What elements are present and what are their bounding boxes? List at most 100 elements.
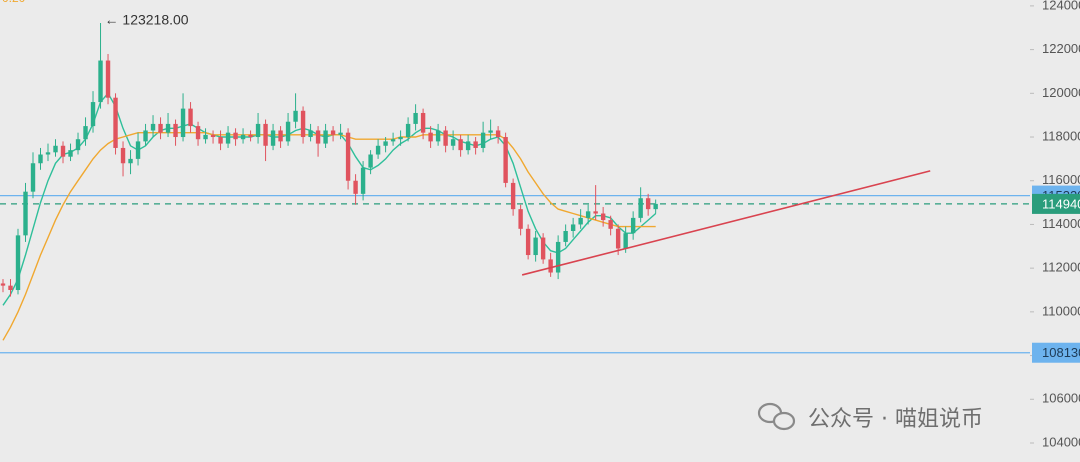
candle-body bbox=[158, 123, 163, 133]
candle-body bbox=[398, 137, 403, 140]
candle-body bbox=[128, 158, 133, 164]
candle-body bbox=[30, 163, 36, 192]
candle-body bbox=[120, 147, 126, 164]
candle-body bbox=[338, 132, 343, 135]
candle-body bbox=[113, 97, 118, 148]
level-label-box bbox=[1032, 193, 1080, 214]
candle-body bbox=[435, 130, 441, 142]
candle-body bbox=[593, 211, 598, 214]
trend-line bbox=[521, 170, 931, 276]
candle-body bbox=[150, 123, 156, 131]
candle-body bbox=[308, 130, 313, 138]
candle-body bbox=[570, 224, 576, 231]
candle-body bbox=[383, 141, 388, 146]
candle-body bbox=[98, 60, 103, 103]
level-label: 114940 bbox=[1042, 196, 1080, 211]
candle-body bbox=[135, 141, 141, 159]
y-tick-label: 120000 bbox=[1042, 85, 1080, 100]
watermark: 公众号 · 喵姐说币 bbox=[808, 407, 983, 432]
candle-body bbox=[428, 132, 433, 142]
candle-body bbox=[300, 110, 306, 138]
candle-body bbox=[458, 139, 463, 151]
candle-body bbox=[503, 137, 508, 183]
candle-body bbox=[345, 132, 351, 181]
candle-body bbox=[443, 130, 448, 146]
candle-body bbox=[390, 139, 396, 142]
candle-body bbox=[278, 130, 283, 142]
candle-body bbox=[15, 235, 21, 291]
candle-body bbox=[473, 141, 478, 148]
candle-body bbox=[240, 134, 246, 140]
candle-body bbox=[105, 60, 111, 98]
candle-body bbox=[330, 130, 336, 135]
candle-body bbox=[465, 141, 471, 151]
candle-body bbox=[195, 126, 201, 140]
candle-body bbox=[420, 112, 426, 133]
candle-body bbox=[293, 110, 298, 122]
candle-body bbox=[68, 150, 73, 157]
candle-body bbox=[360, 167, 366, 194]
candle-body bbox=[600, 213, 606, 221]
candle-body bbox=[548, 259, 553, 273]
y-tick-label: 114000 bbox=[1042, 216, 1080, 231]
y-tick-label: 118000 bbox=[1042, 128, 1080, 143]
candle-body bbox=[315, 130, 321, 144]
moving-average bbox=[2, 132, 656, 341]
candle-body bbox=[563, 231, 568, 242]
candle-body bbox=[218, 137, 223, 144]
candle-body bbox=[165, 123, 171, 133]
candle-body bbox=[203, 134, 208, 140]
candle-body bbox=[53, 145, 58, 153]
candle-body bbox=[540, 237, 546, 260]
candle-body bbox=[585, 211, 591, 218]
y-tick-label: 122000 bbox=[1042, 41, 1080, 56]
candle-body bbox=[450, 139, 456, 146]
y-tick-label: 116000 bbox=[1042, 172, 1080, 187]
y-tick-label: 110000 bbox=[1042, 303, 1080, 318]
level-label: 108130 bbox=[1042, 345, 1080, 360]
candle-body bbox=[143, 130, 148, 142]
y-tick-label: 124000 bbox=[1042, 0, 1080, 12]
candle-body bbox=[8, 285, 13, 291]
candle-body bbox=[188, 108, 193, 127]
plot-area: ← 123218.00 0.20 bbox=[0, 0, 1030, 354]
candle-body bbox=[248, 134, 253, 138]
candle-body bbox=[638, 198, 643, 218]
y-tick-label: 112000 bbox=[1042, 260, 1080, 275]
candle-body bbox=[263, 123, 268, 146]
indicator-text: 0.20 bbox=[2, 0, 26, 5]
candle-body bbox=[533, 237, 538, 256]
candle-body bbox=[518, 209, 523, 229]
candle-body bbox=[645, 198, 651, 210]
candle-body bbox=[525, 228, 531, 256]
candle-body bbox=[510, 182, 516, 210]
candle-body bbox=[180, 108, 186, 138]
candle-body bbox=[480, 132, 486, 148]
level-label-box bbox=[1032, 342, 1080, 363]
candle-body bbox=[405, 123, 411, 138]
candle-body bbox=[608, 220, 613, 229]
candle-body bbox=[615, 228, 621, 249]
candle-body bbox=[413, 112, 418, 124]
candle-body bbox=[495, 130, 501, 138]
candle-body bbox=[488, 130, 493, 133]
candle-body bbox=[210, 134, 216, 138]
candle-body bbox=[45, 152, 51, 155]
candle-body bbox=[270, 130, 276, 146]
candle-body bbox=[233, 132, 238, 140]
candle-body bbox=[368, 154, 373, 168]
moving-average bbox=[2, 92, 657, 306]
candle-body bbox=[60, 145, 66, 157]
candle-body bbox=[83, 126, 88, 140]
candle-body bbox=[0, 283, 6, 286]
candle-body bbox=[225, 132, 231, 144]
watermark-icon bbox=[757, 402, 796, 431]
price-axis: 1040001060001080001100001120001140001160… bbox=[1030, 0, 1080, 449]
candle-body bbox=[173, 123, 178, 138]
candle-body bbox=[623, 233, 628, 249]
candle-body bbox=[323, 130, 328, 144]
candle-body bbox=[578, 217, 583, 225]
